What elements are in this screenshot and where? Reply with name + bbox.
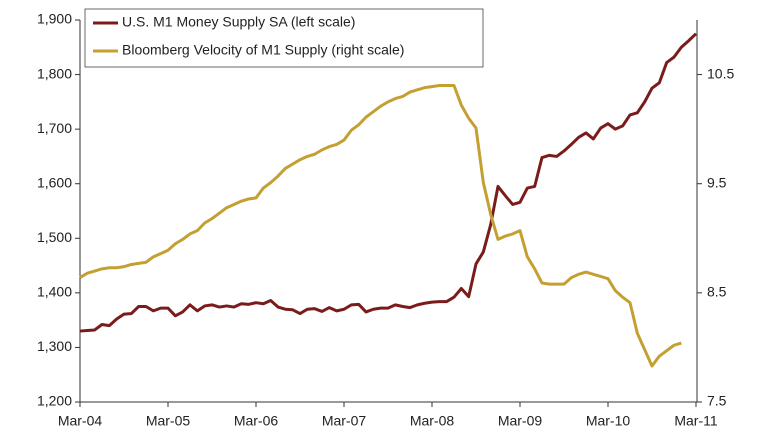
y-tick-label: 1,400 — [37, 284, 72, 300]
y-tick-label: 1,300 — [37, 338, 72, 354]
x-tick-label: Mar-07 — [322, 413, 367, 429]
y-tick-label: 1,500 — [37, 229, 72, 245]
y-tick-label: 1,600 — [37, 174, 72, 190]
x-tick-label: Mar-09 — [498, 413, 543, 429]
y2-tick-label: 9.5 — [707, 174, 727, 190]
series-line — [79, 32, 698, 333]
x-tick-label: Mar-04 — [58, 413, 103, 429]
y-tick-label: 1,800 — [37, 65, 72, 81]
x-tick-label: Mar-10 — [586, 413, 631, 429]
legend-box — [84, 8, 484, 68]
x-tick-label: Mar-08 — [410, 413, 455, 429]
y2-tick-label: 7.5 — [707, 393, 727, 409]
y2-tick-label: 10.5 — [707, 65, 734, 81]
legend-label: U.S. M1 Money Supply SA (left scale) — [122, 14, 355, 30]
x-tick-label: Mar-11 — [674, 413, 718, 429]
legend-label: Bloomberg Velocity of M1 Supply (right s… — [122, 42, 404, 58]
y2-tick-label: 8.5 — [707, 284, 727, 300]
x-tick-label: Mar-06 — [234, 413, 279, 429]
series-line — [79, 83, 682, 368]
y-tick-label: 1,200 — [37, 393, 72, 409]
y-tick-label: 1,700 — [37, 120, 72, 136]
x-tick-label: Mar-05 — [146, 413, 191, 429]
y-tick-label: 1,900 — [37, 11, 72, 27]
